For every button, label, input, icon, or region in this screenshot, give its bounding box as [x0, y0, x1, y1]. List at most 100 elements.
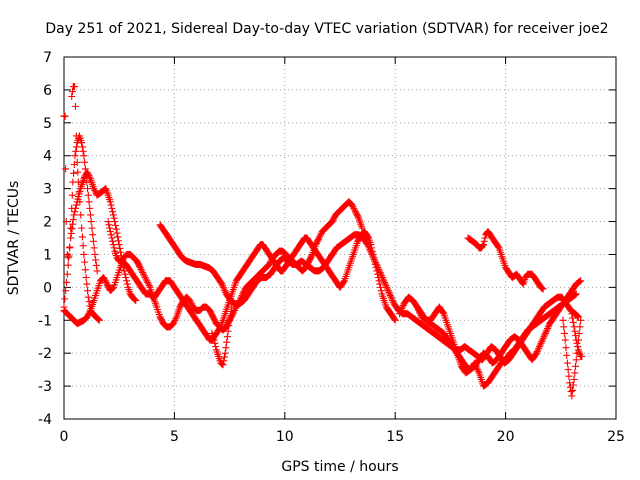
data-point [223, 333, 231, 341]
data-point [544, 323, 552, 331]
data-point [79, 147, 87, 155]
y-axis-label: SDTVAR / TECUs [6, 181, 22, 296]
data-point [227, 307, 235, 315]
data-point [121, 270, 129, 278]
data-point [560, 323, 568, 331]
data-point [109, 208, 117, 216]
data-point [92, 261, 100, 269]
data-point [61, 295, 69, 303]
data-point [111, 218, 119, 226]
data-point [70, 211, 78, 219]
data-point [78, 224, 86, 232]
data-point [562, 344, 570, 352]
data-point [543, 326, 551, 334]
data-point [384, 287, 392, 295]
data-point [78, 139, 86, 147]
data-point [379, 275, 387, 283]
data-point [574, 312, 582, 320]
data-point [541, 331, 549, 339]
data-point [100, 273, 108, 281]
data-point [317, 231, 325, 239]
data-point [378, 272, 386, 280]
data-point [381, 278, 389, 286]
data-point [212, 343, 220, 351]
data-point [136, 264, 144, 272]
data-point [350, 204, 358, 212]
data-point [88, 224, 96, 232]
data-point [108, 204, 116, 212]
y-tick-label: 0 [43, 280, 52, 296]
data-point [89, 231, 97, 239]
data-point [219, 283, 227, 291]
data-point [537, 339, 545, 347]
data-point [74, 168, 82, 176]
data-point [81, 158, 89, 166]
data-point [64, 252, 72, 260]
data-point [572, 356, 580, 364]
x-tick-label: 20 [497, 429, 515, 445]
data-point [535, 343, 543, 351]
data-point [110, 214, 118, 222]
data-point [72, 201, 80, 209]
data-point [94, 315, 102, 323]
data-point [69, 178, 77, 186]
data-point [225, 322, 233, 330]
data-point [101, 277, 109, 285]
y-tick-label: -4 [38, 412, 52, 428]
data-point [383, 285, 391, 293]
data-point [481, 234, 489, 242]
data-point [106, 227, 114, 235]
data-point [132, 297, 140, 305]
data-point [572, 290, 580, 298]
data-point [62, 278, 70, 286]
data-point [368, 244, 376, 252]
data-point [87, 218, 95, 226]
data-point [221, 349, 229, 357]
data-point [106, 198, 114, 206]
data-point [415, 308, 423, 316]
data-point [377, 287, 385, 295]
data-point [388, 295, 396, 303]
data-point [376, 280, 384, 288]
data-point [61, 112, 69, 120]
data-point [116, 244, 124, 252]
plot-frame [63, 56, 617, 420]
data-point [80, 250, 88, 258]
data-point [349, 203, 357, 211]
data-point [114, 233, 122, 241]
data-point [95, 316, 103, 324]
data-point [86, 204, 94, 212]
x-axis-label: GPS time / hours [281, 459, 398, 475]
data-point [84, 311, 92, 319]
axis-ticks [63, 56, 617, 420]
data-point [390, 315, 398, 323]
data-point [574, 343, 582, 351]
data-point [569, 381, 577, 389]
data-point [577, 277, 585, 285]
data-point [573, 312, 581, 320]
data-point [538, 336, 546, 344]
data-point [188, 300, 196, 308]
data-point [376, 283, 384, 291]
data-point [471, 359, 479, 367]
data-point [187, 298, 195, 306]
data-point [136, 262, 144, 270]
data-point [82, 273, 90, 281]
data-point [84, 185, 92, 193]
data-point [210, 336, 218, 344]
data-point [130, 295, 138, 303]
data-point [567, 388, 575, 396]
y-tick-label: 3 [43, 182, 52, 198]
x-tick-label: 25 [607, 429, 625, 445]
data-point [84, 191, 92, 199]
data-point [559, 316, 567, 324]
data-point [112, 225, 120, 233]
data-point [480, 241, 488, 249]
data-point [86, 308, 94, 316]
data-point [228, 303, 236, 311]
data-point [92, 256, 100, 264]
data-point [494, 243, 502, 251]
data-point [480, 237, 488, 245]
data-point [144, 278, 152, 286]
